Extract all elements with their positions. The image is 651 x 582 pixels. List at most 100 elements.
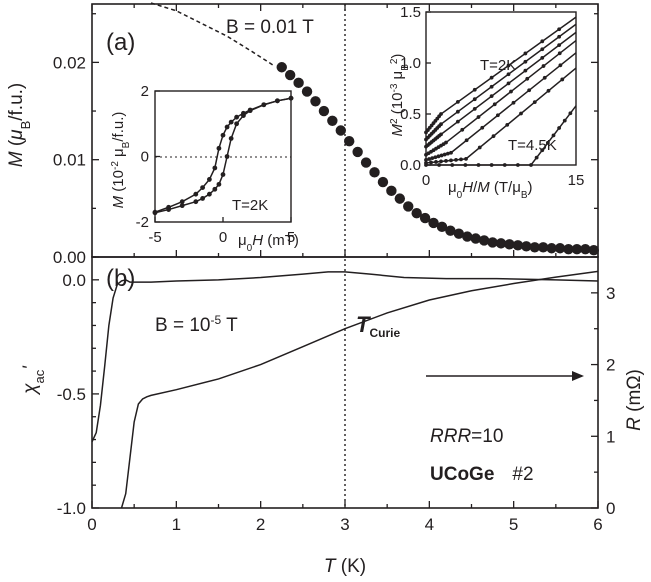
hysteresis-point	[200, 185, 206, 191]
arrott-point	[489, 94, 494, 99]
ri-y-tick-label: 1.0	[400, 55, 421, 72]
hysteresis-point	[224, 124, 230, 130]
magnetization-point	[428, 217, 439, 229]
rrr-annotation: RRR=10	[430, 426, 503, 447]
arrott-point	[519, 111, 523, 116]
arrott-point	[529, 163, 533, 167]
magnetization-point	[360, 157, 372, 168]
arrott-point	[434, 160, 438, 164]
right-inset-temp-high: T=4.5K	[508, 137, 557, 154]
arrott-point	[459, 157, 463, 162]
ylabel-b-right: R (mΩ)	[624, 369, 645, 431]
arrott-point	[427, 157, 432, 161]
resistance-curve	[120, 270, 599, 509]
magnetization-point	[352, 146, 363, 158]
arrott-point	[542, 75, 547, 80]
magnetization-point	[394, 193, 406, 204]
x-tick-label: 5	[509, 515, 518, 534]
arrott-point	[557, 27, 562, 32]
arrott-point	[449, 158, 453, 163]
arrott-point	[464, 156, 468, 161]
arrott-point	[472, 87, 477, 92]
x-tick-label: 3	[340, 515, 349, 534]
right-axis-arrow-head	[572, 371, 584, 381]
arrott-point	[545, 140, 550, 145]
a-y-tick-label: 0.02	[53, 53, 86, 72]
arrott-point	[433, 155, 438, 160]
arrott-point	[476, 163, 481, 167]
hysteresis-point	[228, 136, 234, 141]
arrott-point	[460, 127, 465, 132]
arrott-point	[439, 112, 443, 116]
magnetization-point	[369, 167, 380, 178]
arrott-point	[551, 133, 556, 138]
li-y-tick-label: -2	[136, 214, 149, 231]
magnetization-point	[403, 201, 414, 212]
ri-y-tick-label: 1.5	[400, 4, 421, 21]
magnetization-point	[436, 221, 448, 233]
magnetization-point	[588, 244, 599, 256]
magnetization-point	[470, 233, 481, 244]
hysteresis-point	[275, 98, 280, 104]
arrott-point	[495, 113, 500, 118]
hysteresis-point	[152, 210, 158, 216]
ri-y-tick-label: 0.5	[400, 106, 421, 123]
arrott-point	[560, 77, 565, 82]
left-inset-xlabel: μ0H (mT)	[238, 232, 299, 254]
sample-annotation: UCoGe #2	[430, 464, 534, 485]
b-y-tick-label-left: -0.5	[57, 385, 86, 404]
x-tick-label: 4	[425, 515, 434, 534]
arrott-point	[546, 88, 551, 93]
arrott-point	[442, 152, 447, 157]
hysteresis-point	[216, 181, 222, 187]
panel-b-curves	[91, 270, 599, 509]
magnetization-point	[462, 231, 473, 242]
ri-x-tick-label: 15	[568, 172, 585, 189]
magnetization-point	[478, 235, 490, 246]
magnetization-points	[276, 62, 599, 256]
arrott-point	[480, 125, 485, 130]
magnetization-point	[487, 237, 498, 248]
arrott-point	[436, 154, 441, 159]
b-y-tick-label-right: 2	[606, 356, 615, 375]
magnetization-point	[563, 244, 574, 255]
arrott-point	[424, 158, 428, 162]
svg-text:M2 (10-3 μB2): M2 (10-3 μB2)	[389, 54, 411, 137]
dashed-extrapolation	[150, 2, 274, 66]
magnetization-point	[318, 105, 330, 117]
hysteresis-point	[179, 203, 185, 209]
arrott-point	[540, 47, 545, 52]
magnetization-point	[512, 240, 524, 251]
arrott-point	[523, 51, 528, 56]
arrott-point	[509, 89, 513, 94]
arrott-point	[489, 163, 494, 167]
arrott-point	[454, 158, 458, 162]
hysteresis-point	[212, 186, 218, 192]
hysteresis-point	[234, 121, 240, 127]
right-inset-ticks: 0 15 0.0 0.5 1.0 1.5	[400, 4, 584, 189]
magnetization-point	[335, 125, 346, 136]
arrott-point	[506, 72, 511, 77]
magnetization-point	[276, 62, 287, 73]
hysteresis-point	[228, 119, 234, 125]
arrott-point	[489, 75, 494, 80]
curie-annotation: TCurie	[356, 312, 400, 340]
arrott-point	[439, 153, 444, 158]
hysteresis-point	[247, 108, 253, 114]
arrott-point	[439, 122, 443, 127]
panel-a-label: (a)	[106, 29, 135, 56]
hysteresis-point	[207, 191, 212, 197]
hysteresis-point	[234, 114, 240, 120]
arrott-point	[489, 84, 494, 89]
magnetization-point	[537, 242, 549, 253]
hysteresis-point	[261, 102, 267, 108]
hysteresis-loop	[152, 95, 294, 216]
arrott-point	[444, 159, 448, 163]
ylabel-b-left: χac'	[20, 365, 47, 396]
b-y-tick-label-right: 3	[606, 284, 615, 303]
hysteresis-point	[216, 145, 222, 151]
left-inset-temperature: T=2K	[232, 197, 268, 214]
arrott-point	[527, 88, 532, 93]
arrott-point	[541, 64, 546, 68]
arrott-plot-curves	[424, 16, 577, 167]
